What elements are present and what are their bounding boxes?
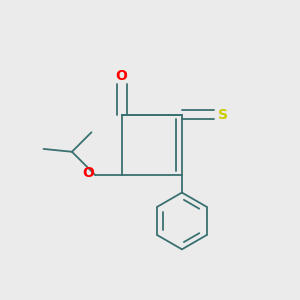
Text: O: O [83,166,94,180]
Text: O: O [116,68,127,83]
Text: S: S [218,107,228,122]
